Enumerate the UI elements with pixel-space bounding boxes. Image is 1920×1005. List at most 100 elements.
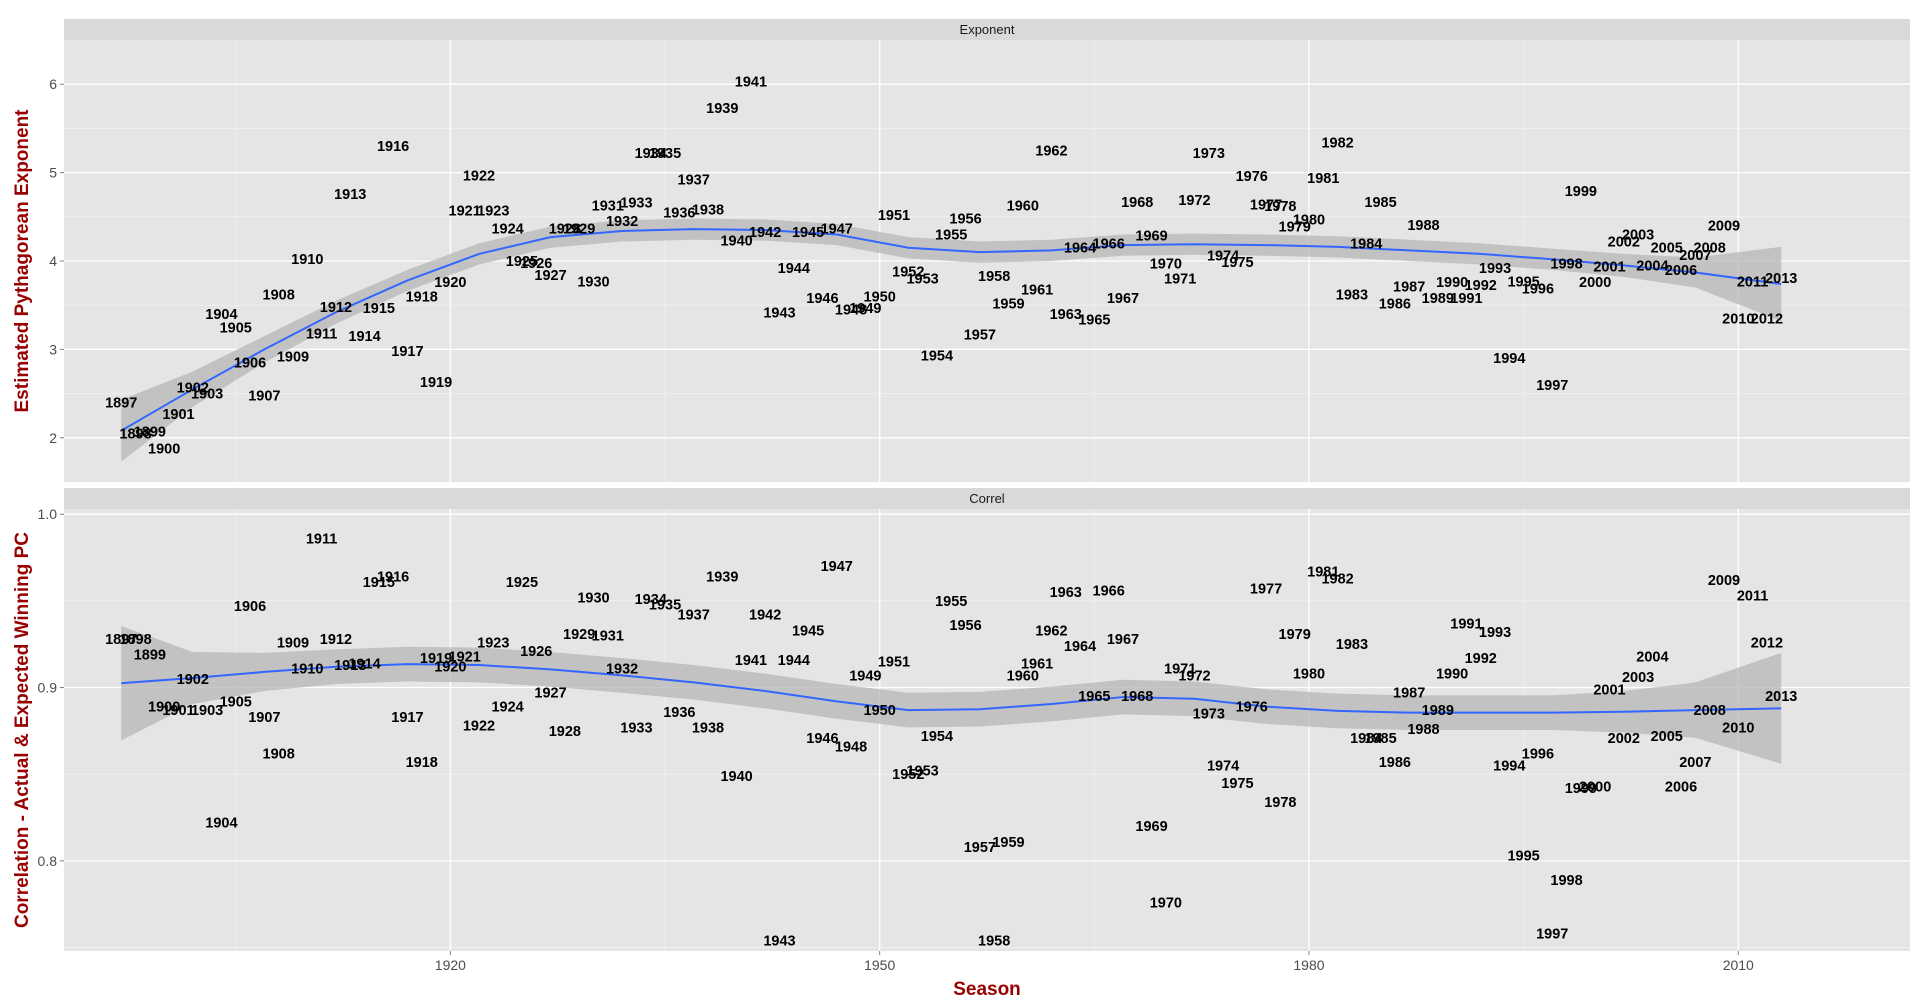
point-label-1906: 1906 (234, 599, 266, 615)
point-label-2004: 2004 (1636, 258, 1668, 274)
point-label-1922: 1922 (463, 168, 495, 184)
x-axis-title: Season (953, 979, 1021, 1000)
point-label-1988: 1988 (1407, 218, 1439, 234)
point-label-1986: 1986 (1379, 296, 1411, 312)
point-label-1910: 1910 (291, 252, 323, 268)
point-label-1973: 1973 (1193, 707, 1225, 723)
point-label-1975: 1975 (1221, 776, 1253, 792)
point-label-1930: 1930 (577, 590, 609, 606)
point-label-1899: 1899 (134, 425, 166, 441)
point-label-1900: 1900 (148, 441, 180, 457)
point-label-1908: 1908 (263, 288, 295, 304)
point-label-1993: 1993 (1479, 261, 1511, 277)
point-label-1948: 1948 (835, 739, 867, 755)
point-label-1938: 1938 (692, 203, 724, 219)
point-label-1958: 1958 (978, 934, 1010, 950)
point-label-2013: 2013 (1765, 271, 1797, 287)
point-label-2008: 2008 (1694, 703, 1726, 719)
point-label-1943: 1943 (763, 305, 795, 321)
point-label-1993: 1993 (1479, 625, 1511, 641)
point-label-1914: 1914 (348, 329, 380, 345)
point-label-1962: 1962 (1035, 623, 1067, 639)
point-label-1951: 1951 (878, 208, 910, 224)
point-label-1995: 1995 (1507, 849, 1539, 865)
point-label-2002: 2002 (1608, 731, 1640, 747)
point-label-1947: 1947 (821, 221, 853, 237)
point-label-1932: 1932 (606, 214, 638, 230)
point-label-1928: 1928 (549, 221, 581, 237)
point-label-1970: 1970 (1150, 895, 1182, 911)
point-label-1996: 1996 (1522, 746, 1554, 762)
point-label-1969: 1969 (1135, 228, 1167, 244)
point-label-2012: 2012 (1751, 635, 1783, 651)
point-label-1901: 1901 (162, 407, 194, 423)
point-label-1972: 1972 (1178, 668, 1210, 684)
point-label-2008: 2008 (1694, 241, 1726, 257)
point-label-1926: 1926 (520, 256, 552, 272)
panel-1: Exponent 2 3 4 5 6 Estimated Pythagorean Expon… (12, 19, 1910, 482)
point-label-1903: 1903 (191, 703, 223, 719)
point-label-1972: 1972 (1178, 193, 1210, 209)
point-label-2001: 2001 (1593, 259, 1625, 275)
point-label-1898: 1898 (119, 426, 151, 442)
point-label-1919: 1919 (420, 375, 452, 391)
point-label-1913: 1913 (334, 658, 366, 674)
point-label-1917: 1917 (391, 344, 423, 360)
point-label-1904: 1904 (205, 816, 237, 832)
point-label-2013: 2013 (1765, 689, 1797, 705)
point-label-2011: 2011 (1737, 274, 1768, 290)
point-label-1974: 1974 (1207, 759, 1239, 775)
point-label-2005: 2005 (1651, 241, 1683, 257)
point-label-1996: 1996 (1522, 281, 1554, 297)
point-label-1964: 1964 (1064, 639, 1096, 655)
point-label-1914: 1914 (348, 656, 380, 672)
point-label-1912: 1912 (320, 300, 352, 316)
point-label-1997: 1997 (1536, 927, 1568, 943)
point-label-1984: 1984 (1350, 731, 1382, 747)
point-label-1981: 1981 (1307, 564, 1339, 580)
x-tick-label: 1920 (435, 957, 466, 973)
y-tick-label: 0.8 (38, 853, 58, 869)
point-label-2011: 2011 (1737, 589, 1768, 605)
point-label-1929: 1929 (563, 627, 595, 643)
point-label-2003: 2003 (1622, 227, 1654, 243)
point-label-1925: 1925 (506, 254, 538, 270)
point-label-1897: 1897 (105, 395, 137, 411)
point-label-1969: 1969 (1135, 819, 1167, 835)
point-label-1918: 1918 (406, 755, 438, 771)
point-label-1913: 1913 (334, 187, 366, 203)
point-label-1905: 1905 (220, 320, 252, 336)
point-label-1945: 1945 (792, 225, 824, 241)
y-tick-label: 1.0 (38, 506, 58, 522)
point-label-1992: 1992 (1465, 651, 1497, 667)
point-label-1902: 1902 (177, 672, 209, 688)
point-label-1971: 1971 (1164, 661, 1196, 677)
point-label-1966: 1966 (1093, 236, 1125, 252)
point-label-2006: 2006 (1665, 263, 1697, 279)
point-label-1904: 1904 (205, 307, 237, 323)
point-label-1944: 1944 (778, 653, 810, 669)
point-label-1910: 1910 (291, 661, 323, 677)
point-label-1980: 1980 (1293, 212, 1325, 228)
point-label-1947: 1947 (821, 559, 853, 575)
point-label-1979: 1979 (1279, 220, 1311, 236)
point-label-1978: 1978 (1264, 795, 1296, 811)
point-label-1940: 1940 (720, 769, 752, 785)
point-label-2010: 2010 (1722, 720, 1754, 736)
point-label-1946: 1946 (806, 291, 838, 307)
point-label-1915: 1915 (363, 575, 395, 591)
point-label-1977: 1977 (1250, 582, 1282, 598)
point-label-1911: 1911 (306, 531, 337, 547)
point-label-1923: 1923 (477, 635, 509, 651)
point-label-1952: 1952 (892, 767, 924, 783)
point-label-1924: 1924 (491, 221, 523, 237)
point-label-1998: 1998 (1550, 873, 1582, 889)
point-label-1959: 1959 (992, 296, 1024, 312)
point-label-1900: 1900 (148, 700, 180, 716)
point-label-1975: 1975 (1221, 255, 1253, 271)
point-label-1916: 1916 (377, 139, 409, 155)
point-label-1922: 1922 (463, 719, 495, 735)
point-label-1998: 1998 (1550, 257, 1582, 273)
x-tick-label: 1950 (864, 957, 895, 973)
point-label-1901: 1901 (162, 703, 194, 719)
